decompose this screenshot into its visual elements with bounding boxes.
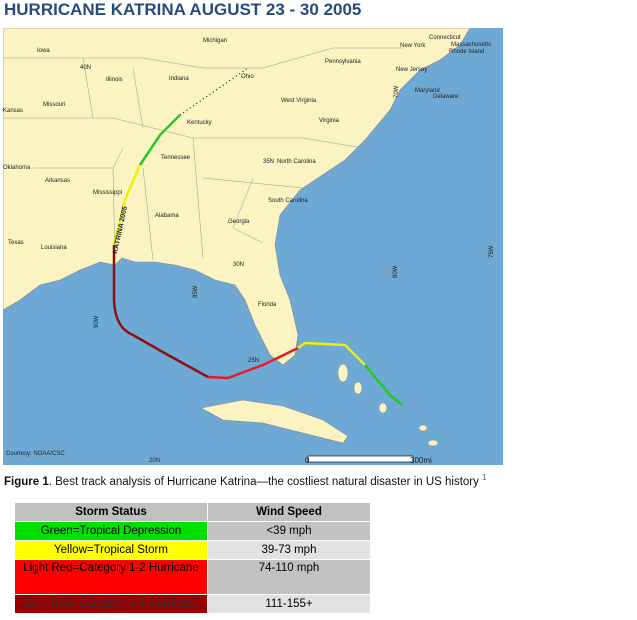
map-label: Delaware: [433, 94, 459, 100]
map-label: Texas: [8, 240, 24, 246]
map-label: Connecticut: [429, 35, 461, 41]
map-label: Kentucky: [187, 120, 212, 126]
map-label: 40N: [80, 65, 91, 71]
map-label: North Carolina: [277, 159, 316, 165]
land: [3, 28, 471, 366]
map-label: 90W: [94, 315, 100, 328]
map-label: New York: [400, 43, 426, 49]
map-label: 75W: [489, 245, 495, 258]
header-cell: Wind Speed: [207, 502, 371, 522]
map-label: Indiana: [169, 76, 189, 82]
map-label: 30N: [233, 262, 244, 268]
header-cell: Storm Status: [14, 502, 208, 522]
map-label: Virginia: [319, 118, 340, 124]
map-label: 25N: [248, 358, 259, 364]
scale-label: 0: [305, 456, 310, 465]
map-label: Missouri: [43, 102, 65, 108]
map-label: Rhode Island: [449, 49, 484, 55]
cell: Yellow=Tropical Storm: [14, 540, 208, 560]
title: HURRICANE KATRINA AUGUST 23 - 30 2005: [4, 0, 362, 19]
map-label: Florida: [258, 302, 277, 308]
map-label: Ohio: [241, 74, 254, 80]
map-label: Maryland: [415, 88, 440, 94]
cell: 39-73 mph: [207, 540, 371, 560]
map-label: Michigan: [203, 38, 227, 44]
track: [112, 67, 403, 406]
cell: 74-110 mph: [207, 559, 371, 595]
cuba: [200, 399, 349, 444]
map-label: Pennsylvania: [325, 59, 361, 65]
map-label: Kansas: [3, 108, 23, 114]
map-label: Mississippi: [93, 190, 122, 196]
footnote: 1: [482, 473, 487, 482]
map-label: Georgia: [228, 219, 250, 225]
scale-bar: [307, 455, 414, 463]
islands: [337, 363, 439, 447]
map-label: Arkansas: [45, 178, 70, 184]
map-label: 70W: [394, 85, 400, 98]
credit: Courtesy: NOAA/CSC: [6, 451, 65, 457]
map-label: 80W: [393, 265, 399, 278]
caption: Figure 1. Best track analysis of Hurrica…: [4, 473, 487, 488]
map-label: Iowa: [37, 48, 50, 54]
caption-text: . Best track analysis of Hurricane Katri…: [48, 475, 479, 488]
map-label: Tennessee: [161, 155, 191, 161]
cell: Dark Red=Category 3-5 Hurricane: [14, 594, 208, 614]
map-label: Alabama: [155, 213, 179, 219]
scale-label: 300mi: [410, 456, 432, 465]
map-label: Oklahoma: [3, 165, 31, 171]
map: 0 300mi Courtesy: NOAA/CSC KATRINA 2005 …: [3, 28, 503, 465]
map-label: 20N: [149, 458, 160, 464]
cell: <39 mph: [207, 521, 371, 541]
map-label: Illinois: [106, 77, 123, 83]
table: Storm Status Wind Speed Green=Tropical De…: [14, 502, 371, 614]
map-label: Massachusetts: [451, 42, 491, 48]
caption-label: Figure 1: [4, 475, 49, 488]
map-label: 85W: [193, 285, 199, 298]
map-label: West Virginia: [281, 98, 317, 104]
map-label: Louisiana: [41, 245, 67, 251]
map-label: South Carolina: [268, 198, 308, 204]
map-label: 35N: [263, 159, 274, 165]
cell: Green=Tropical Depression: [14, 521, 208, 541]
cell: 111-155+: [207, 594, 371, 614]
map-label: New Jersey: [396, 67, 427, 73]
cell: Light Red=Category 1-2 Hurricane: [14, 559, 208, 595]
